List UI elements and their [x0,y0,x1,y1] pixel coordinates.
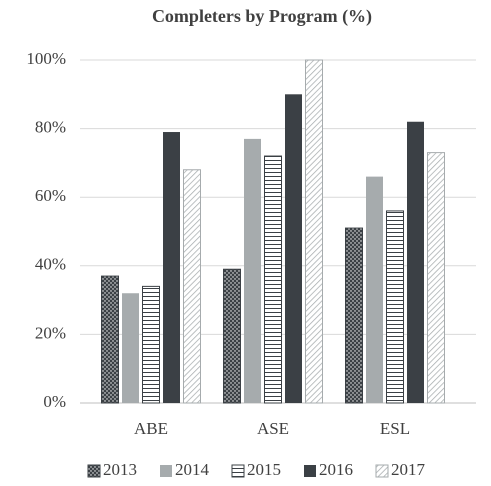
y-tick-label: 40% [35,255,66,274]
bar [101,275,119,404]
bar [122,293,139,403]
legend-label: 2013 [103,460,137,479]
legend-swatch [375,464,389,478]
bar [345,227,363,404]
y-tick-label: 80% [35,118,66,137]
legend-swatch [304,465,316,477]
bar [183,169,201,404]
legend-label: 2014 [175,460,210,479]
bar [223,268,241,404]
bar [366,176,383,403]
bar [407,121,424,404]
chart-title: Completers by Program (%) [152,6,372,27]
legend-swatch [87,464,101,478]
bar [305,59,323,404]
legend-label: 2015 [247,460,281,479]
bar [264,155,282,404]
bar [285,94,302,404]
legend-swatch [231,464,245,478]
x-tick-label: ESL [380,419,410,438]
x-tick-label: ABE [134,419,168,438]
legend-label: 2016 [319,460,353,479]
y-tick-label: 100% [26,49,66,68]
bar [244,138,261,403]
legend-label: 2017 [391,460,426,479]
y-tick-label: 20% [35,323,66,342]
x-tick-label: ASE [257,419,289,438]
y-tick-label: 0% [43,392,66,411]
y-tick-label: 60% [35,186,66,205]
bar [142,285,160,404]
legend-swatch [160,465,172,477]
bar [163,132,180,403]
bar [427,152,445,404]
bar [386,210,404,404]
